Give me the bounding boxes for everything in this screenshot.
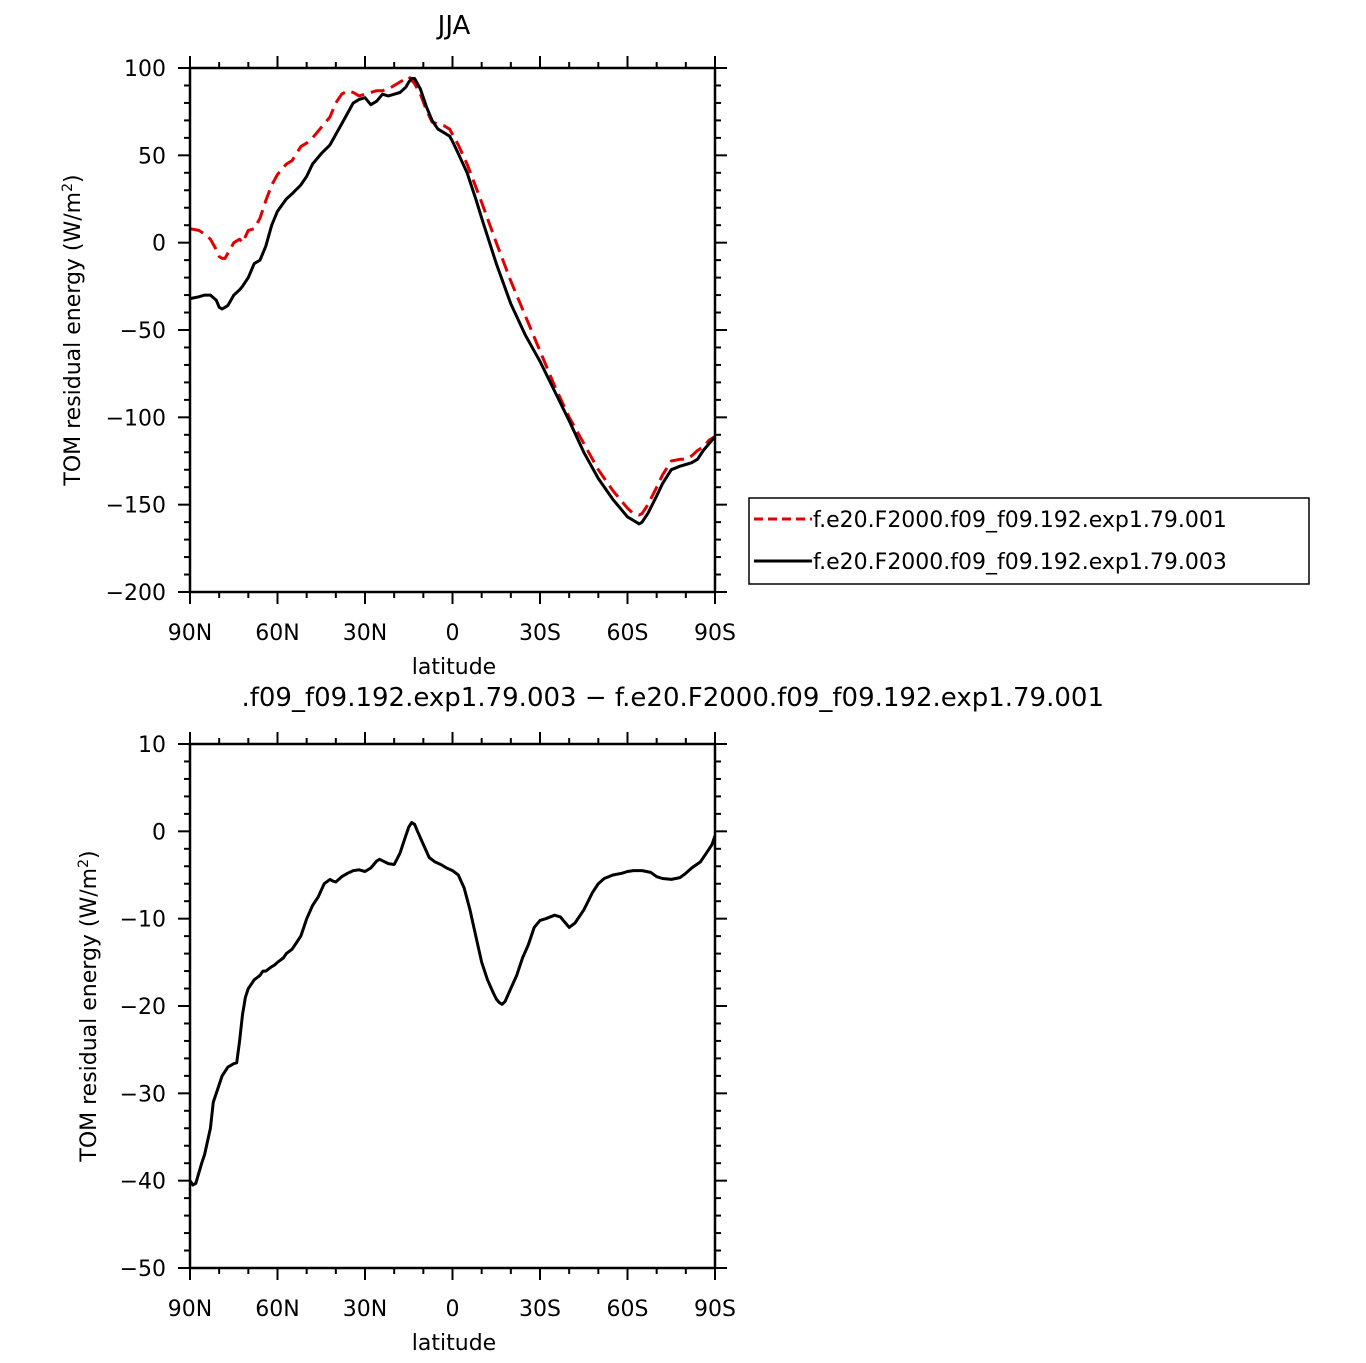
bottom-series-line-0	[188, 821, 717, 1187]
top-y-tick-label: 50	[138, 144, 166, 169]
legend-label-series-003: f.e20.F2000.f09_f09.192.exp1.79.003	[813, 550, 1227, 575]
bottom-y-tick-label: −20	[120, 995, 166, 1020]
legend-box	[748, 497, 1310, 585]
bottom-y-tick-label: −10	[120, 908, 166, 933]
bottom-x-tick-label: 60N	[255, 1297, 299, 1322]
top-x-axis-label: latitude	[412, 655, 496, 680]
top-y-axis-label-main: TOM residual energy (W/m	[61, 192, 86, 487]
bottom-y-axis-label-tail: )	[77, 850, 102, 859]
bottom-chart-title: .f09_f09.192.exp1.79.003 − f.e20.F2000.f…	[241, 683, 1104, 713]
top-x-tick-label: 60S	[607, 621, 649, 646]
top-x-tick-label: 0	[446, 621, 460, 646]
bottom-series-group	[188, 821, 717, 1187]
bottom-x-tick-label: 30S	[519, 1297, 561, 1322]
top-plot-frame	[188, 66, 717, 594]
bottom-y-axis-label-superscript: 2	[76, 859, 92, 868]
bottom-y-tick-label: −40	[120, 1170, 166, 1195]
bottom-x-tick-label: 0	[446, 1297, 460, 1322]
bottom-y-axis-label: TOM residual energy (W/m2)	[76, 850, 102, 1162]
top-x-tick-label: 60N	[255, 621, 299, 646]
bottom-x-tick-label: 60S	[607, 1297, 649, 1322]
bottom-y-tick-label: 0	[152, 820, 166, 845]
bottom-chart-panel: .f09_f09.192.exp1.79.003 − f.e20.F2000.f…	[76, 683, 1104, 1356]
bottom-axis-ticks	[178, 732, 727, 1280]
legend-label-series-001: f.e20.F2000.f09_f09.192.exp1.79.001	[813, 508, 1227, 533]
top-x-tick-label: 90S	[694, 621, 736, 646]
top-chart-title: JJA	[436, 11, 471, 41]
bottom-x-axis-label: latitude	[412, 1331, 496, 1356]
bottom-y-tick-label: 10	[138, 733, 166, 758]
top-x-tick-labels: 90N 60N 30N 0 30S 60S 90S	[168, 621, 736, 646]
top-series-line-0	[189, 75, 716, 517]
bottom-plot-frame	[188, 742, 717, 1270]
top-y-axis-label-tail: )	[61, 174, 86, 183]
bottom-x-tick-label: 90S	[694, 1297, 736, 1322]
bottom-x-tick-label: 90N	[168, 1297, 212, 1322]
top-y-tick-label: 0	[152, 232, 166, 257]
bottom-y-axis-label-main: TOM residual energy (W/m	[77, 868, 102, 1163]
bottom-x-tick-labels: 90N 60N 30N 0 30S 60S 90S	[168, 1297, 736, 1322]
bottom-x-tick-label: 30N	[343, 1297, 387, 1322]
top-series-line-1	[189, 77, 717, 526]
top-x-tick-label: 30S	[519, 621, 561, 646]
bottom-y-tick-labels: 10 0 −10 −20 −30 −40 −50	[120, 733, 166, 1282]
top-y-tick-label: −100	[106, 406, 166, 431]
top-axis-ticks	[178, 56, 727, 604]
top-y-tick-label: −200	[106, 581, 166, 606]
bottom-y-tick-label: −30	[120, 1082, 166, 1107]
top-series-group	[189, 75, 717, 526]
top-y-tick-labels: 100 50 0 −50 −100 −150 −200	[106, 57, 166, 606]
top-y-axis-label-superscript: 2	[60, 183, 76, 192]
top-y-tick-label: −50	[120, 319, 166, 344]
top-y-tick-label: 100	[124, 57, 166, 82]
bottom-y-tick-label: −50	[120, 1257, 166, 1282]
top-y-axis-label: TOM residual energy (W/m2)	[60, 174, 86, 486]
top-y-tick-label: −150	[106, 494, 166, 519]
top-x-tick-label: 90N	[168, 621, 212, 646]
top-x-tick-label: 30N	[343, 621, 387, 646]
legend: f.e20.F2000.f09_f09.192.exp1.79.001 f.e2…	[748, 497, 1310, 585]
top-chart-panel: JJA 90N 60N 30N 0 30S 60S 90S 100 50 0 −50 −100 −15…	[60, 11, 1310, 680]
